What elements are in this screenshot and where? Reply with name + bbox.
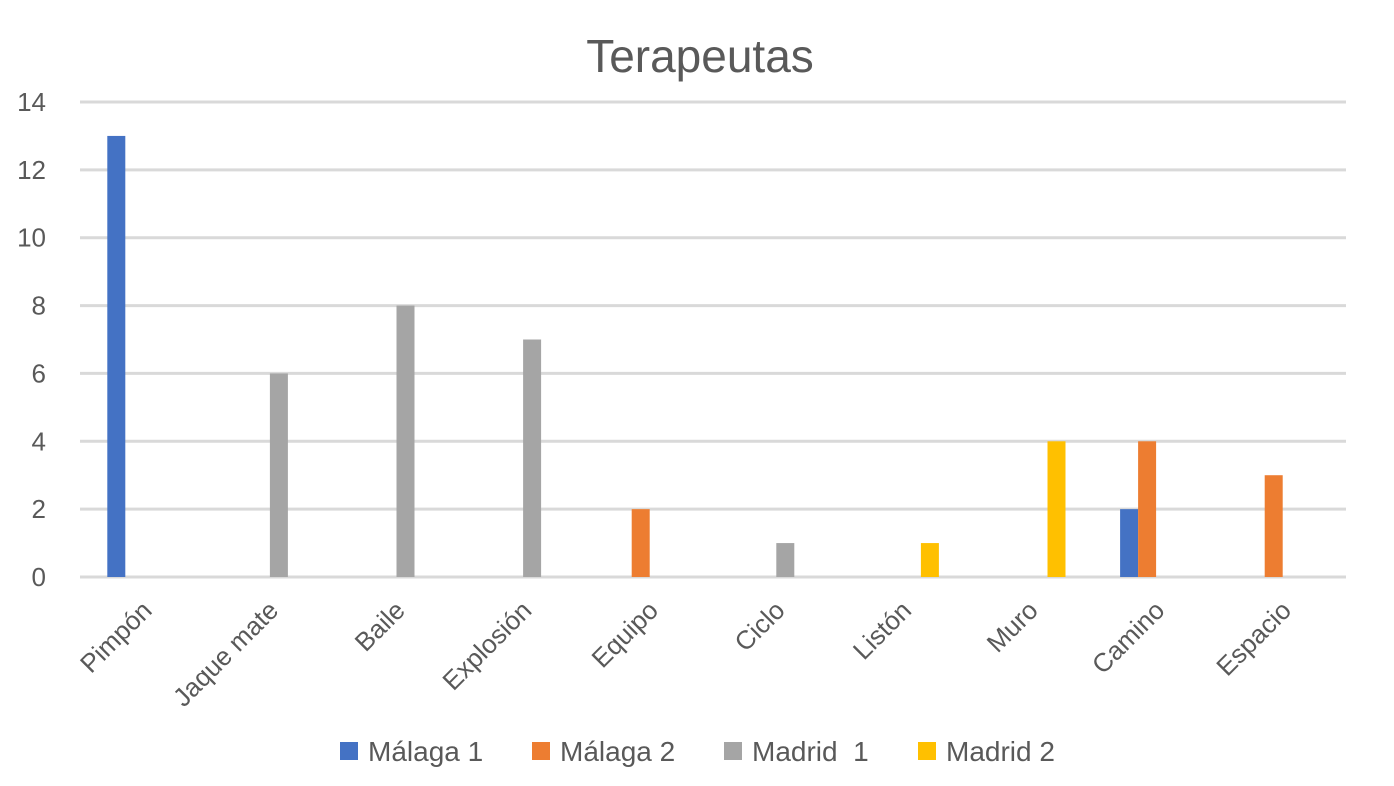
bar-explosión-series-3 — [523, 339, 542, 577]
bar-camino-series-2 — [1138, 441, 1157, 577]
x-tick-label: Baile — [349, 595, 411, 657]
chart-title: Terapeutas — [586, 30, 814, 82]
legend-label: Málaga 2 — [560, 736, 675, 767]
y-tick-label: 2 — [32, 494, 46, 524]
legend-swatch — [340, 742, 358, 760]
bar-camino-series-1 — [1120, 509, 1139, 577]
legend: Málaga 1 Málaga 2 Madrid 1 Madrid 2 — [340, 736, 1055, 767]
legend-label: Málaga 1 — [368, 736, 483, 767]
y-tick-label: 12 — [17, 155, 46, 185]
bar-listón-series-4 — [920, 543, 939, 577]
y-tick-label: 6 — [32, 358, 46, 388]
x-tick-label: Espacio — [1210, 595, 1297, 682]
y-axis-tick-labels: 0 2 4 6 8 10 12 14 — [17, 87, 46, 592]
x-tick-label: Muro — [981, 595, 1044, 658]
bar-jaque-mate-series-3 — [269, 373, 288, 577]
y-tick-label: 10 — [17, 223, 46, 253]
bar-espacio-series-2 — [1264, 475, 1283, 577]
x-tick-label: Camino — [1086, 595, 1171, 680]
gridlines — [80, 100, 1346, 579]
y-tick-label: 0 — [32, 562, 46, 592]
bar-muro-series-4 — [1047, 441, 1066, 577]
x-tick-label: Listón — [847, 595, 917, 665]
legend-label: Madrid 2 — [946, 736, 1055, 767]
bar-ciclo-series-3 — [776, 543, 795, 577]
x-tick-label: Jaque mate — [167, 595, 284, 712]
legend-swatch — [918, 742, 936, 760]
legend-swatch — [532, 742, 550, 760]
bar-pimpón-series-1 — [107, 135, 126, 577]
x-tick-label: Pimpón — [74, 595, 158, 679]
y-tick-label: 8 — [32, 291, 46, 321]
x-tick-label: Explosión — [436, 595, 537, 696]
legend-label: Madrid 1 — [752, 736, 869, 767]
legend-swatch — [724, 742, 742, 760]
x-tick-label: Ciclo — [728, 595, 790, 657]
x-tick-label: Equipo — [585, 595, 663, 673]
bar-baile-series-3 — [396, 305, 415, 577]
bars — [107, 135, 1283, 577]
x-axis-tick-labels: Pimpón Jaque mate Baile Explosión Equipo Cicl… — [74, 595, 1297, 712]
y-tick-label: 4 — [32, 426, 46, 456]
bar-equipo-series-2 — [631, 509, 650, 577]
y-tick-label: 14 — [17, 87, 46, 117]
